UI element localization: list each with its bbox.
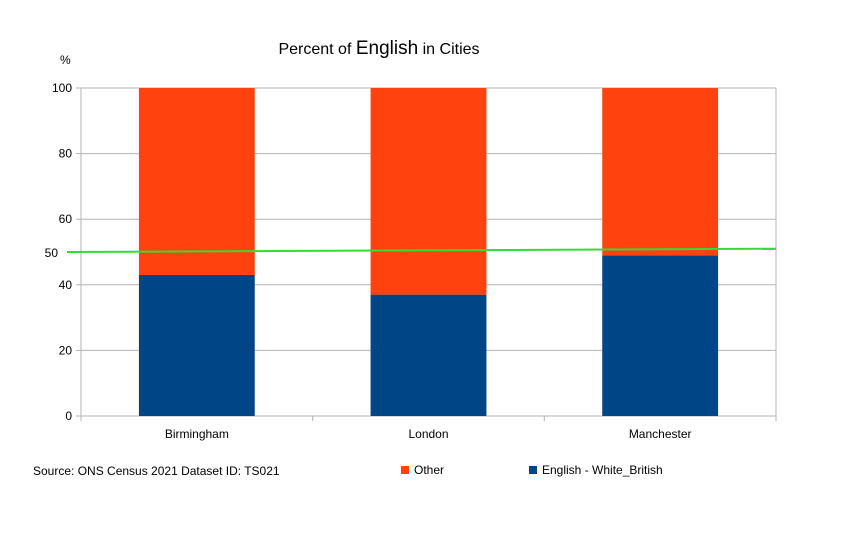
x-category-label-0: Birmingham bbox=[165, 427, 229, 441]
chart-title: Percent of English in Cities bbox=[278, 38, 479, 59]
y-tick-label-100: 100 bbox=[52, 81, 72, 95]
bar-manchester-other bbox=[602, 88, 719, 256]
y-tick-label-80: 80 bbox=[59, 147, 73, 161]
legend-swatch-1 bbox=[529, 466, 537, 474]
y-tick-label-0: 0 bbox=[65, 409, 72, 423]
chart-title-part-3: in Cities bbox=[418, 41, 479, 58]
y-tick-label-20: 20 bbox=[59, 343, 73, 357]
x-category-label-2: Manchester bbox=[629, 427, 692, 441]
bar-london-english-white-british bbox=[370, 294, 487, 416]
reference-line-50 bbox=[66, 247, 777, 253]
x-category-label-1: London bbox=[408, 427, 448, 441]
legend-label-0: Other bbox=[414, 463, 444, 477]
y-tick-label-40: 40 bbox=[59, 278, 73, 292]
reference-line-label: 50 bbox=[45, 246, 59, 260]
y-axis-label: % bbox=[60, 53, 71, 67]
bar-birmingham-english-white-british bbox=[138, 274, 255, 416]
plot-area: 0 20 40 60 80 100 Birmingham London Manchester 50 bbox=[45, 81, 777, 441]
y-tick-label-60: 60 bbox=[59, 212, 73, 226]
source-note: Source: ONS Census 2021 Dataset ID: TS02… bbox=[33, 464, 280, 478]
bar-birmingham-other bbox=[138, 88, 255, 275]
chart-title-part-1: Percent of bbox=[278, 41, 355, 58]
legend-swatch-0 bbox=[401, 466, 409, 474]
legend: Other English - White_British bbox=[401, 463, 663, 477]
bar-manchester-english-white-british bbox=[602, 255, 719, 416]
bar-london-other bbox=[370, 88, 487, 295]
chart-title-part-2: English bbox=[356, 38, 418, 59]
legend-label-1: English - White_British bbox=[542, 463, 663, 477]
